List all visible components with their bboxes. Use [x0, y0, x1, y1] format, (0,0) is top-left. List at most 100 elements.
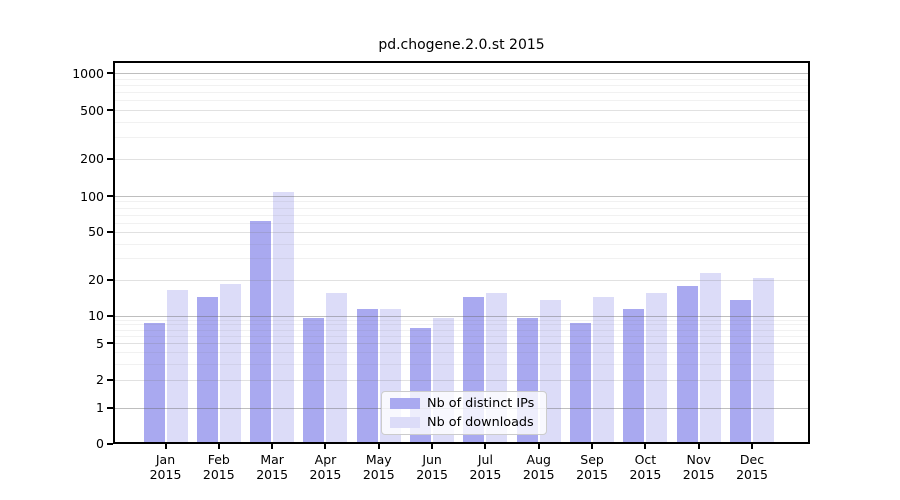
gridline-8 — [115, 324, 808, 326]
bar-downloads-feb — [219, 283, 241, 442]
gridline-7 — [115, 329, 808, 331]
x-axis-tick-mark — [591, 444, 594, 449]
y-axis-tick-label-5: 5 — [96, 335, 104, 351]
gridline-1000 — [115, 73, 808, 74]
y-axis-tick-label-10: 10 — [88, 308, 104, 323]
legend-label-distinct-ips: Nb of distinct IPs — [427, 395, 535, 411]
x-axis-tick-mark — [324, 444, 327, 449]
legend: Nb of distinct IPs Nb of downloads — [381, 391, 547, 435]
y-axis-tick-label-1: 1 — [96, 400, 104, 416]
y-axis-tick-mark — [107, 195, 113, 197]
bar-downloads-mar — [273, 191, 295, 442]
y-axis-tick-mark — [107, 342, 113, 345]
plot-spine-left — [113, 61, 115, 444]
gridline-3 — [115, 363, 808, 365]
y-axis-tick-label-0: 0 — [96, 436, 104, 451]
gridline-900 — [115, 78, 808, 80]
x-axis-tick-mark — [751, 444, 754, 449]
gridline-6 — [115, 335, 808, 337]
gridline-300 — [115, 137, 808, 139]
y-axis-tick-mark — [107, 406, 113, 409]
gridline-100 — [115, 196, 808, 197]
y-axis-tick-label-2: 2 — [96, 372, 104, 388]
x-axis-tick-mark — [537, 444, 540, 449]
x-axis-tick-label-nov: Nov 2015 — [682, 452, 715, 482]
x-axis-tick-label-sep: Sep 2015 — [576, 452, 608, 482]
bar-distinct-ips-dec — [730, 300, 752, 442]
bar-distinct-ips-feb — [196, 296, 218, 442]
plot-area: Nb of distinct IPs Nb of downloads — [113, 61, 810, 444]
bar-downloads-dec — [753, 278, 775, 442]
x-axis-tick-mark — [217, 444, 220, 449]
x-axis-tick-label-dec: Dec 2015 — [736, 452, 768, 482]
gridline-5 — [115, 343, 808, 345]
y-axis-tick-mark — [107, 442, 113, 445]
x-axis-tick-mark — [271, 444, 274, 449]
y-axis-tick-label-50: 50 — [88, 224, 104, 240]
legend-label-downloads: Nb of downloads — [427, 414, 534, 430]
bar-downloads-jan — [166, 289, 188, 442]
y-axis-tick-label-500: 500 — [80, 102, 104, 118]
x-axis-tick-label-may: May 2015 — [362, 452, 395, 482]
gridline-20 — [115, 279, 808, 281]
y-axis-tick-label-20: 20 — [88, 272, 104, 288]
gridline-4 — [115, 352, 808, 354]
x-axis-tick-mark — [697, 444, 700, 449]
chart-title: pd.chogene.2.0.st 2015 — [378, 37, 545, 53]
legend-swatch-downloads — [390, 417, 420, 428]
x-axis-tick-label-feb: Feb 2015 — [202, 452, 235, 482]
y-axis-tick-mark — [107, 72, 113, 74]
x-axis-tick-label-oct: Oct 2015 — [629, 452, 662, 482]
gridline-70 — [115, 214, 808, 216]
bar-distinct-ips-apr — [303, 318, 325, 442]
gridline-200 — [115, 158, 808, 160]
x-axis-tick-mark — [644, 444, 647, 449]
x-axis-tick-mark — [164, 444, 167, 449]
y-axis-tick-mark — [107, 378, 113, 381]
bar-downloads-sep — [593, 296, 615, 442]
x-axis-tick-label-jun: Jun 2015 — [416, 452, 448, 482]
x-axis-tick-mark — [484, 444, 487, 449]
x-axis-tick-label-mar: Mar 2015 — [256, 452, 289, 482]
y-axis-tick-mark — [107, 109, 113, 112]
y-axis-tick-mark — [107, 278, 113, 281]
bar-distinct-ips-sep — [570, 322, 592, 442]
x-axis-tick-label-jan: Jan 2015 — [149, 452, 182, 482]
bar-distinct-ips-may — [356, 309, 378, 442]
gridline-9 — [115, 319, 808, 321]
bar-distinct-ips-oct — [623, 309, 645, 442]
gridline-800 — [115, 84, 808, 86]
bar-distinct-ips-nov — [676, 286, 698, 442]
gridline-60 — [115, 222, 808, 224]
gridline-400 — [115, 121, 808, 123]
y-axis-tick-label-100: 100 — [80, 188, 104, 204]
plot-spine-bottom — [113, 442, 810, 444]
x-axis-tick-label-aug: Aug 2015 — [522, 452, 555, 482]
x-axis-tick-mark — [431, 444, 434, 449]
plot-spine-top — [113, 61, 810, 63]
gridline-30 — [115, 258, 808, 260]
x-axis-tick-label-jul: Jul 2015 — [469, 452, 502, 482]
bar-downloads-oct — [646, 292, 668, 442]
legend-item-downloads: Nb of downloads — [390, 415, 538, 431]
gridline-90 — [115, 201, 808, 203]
bar-downloads-apr — [326, 292, 348, 442]
plot-spine-right — [808, 61, 810, 444]
gridline-80 — [115, 207, 808, 209]
gridline-600 — [115, 100, 808, 102]
x-axis-tick-label-apr: Apr 2015 — [309, 452, 342, 482]
y-axis-tick-label-200: 200 — [80, 151, 104, 167]
y-axis-tick-mark — [107, 230, 113, 233]
y-axis-tick-label-1000: 1000 — [72, 65, 104, 81]
gridline-10 — [115, 315, 808, 317]
bar-distinct-ips-mar — [250, 221, 272, 442]
y-axis-tick-mark — [107, 157, 113, 160]
legend-item-distinct-ips: Nb of distinct IPs — [390, 396, 538, 412]
x-axis-tick-mark — [377, 444, 380, 449]
gridline-500 — [115, 110, 808, 112]
gridline-2 — [115, 379, 808, 381]
gridline-40 — [115, 243, 808, 245]
bar-distinct-ips-jan — [143, 322, 165, 442]
legend-swatch-distinct-ips — [390, 398, 420, 409]
